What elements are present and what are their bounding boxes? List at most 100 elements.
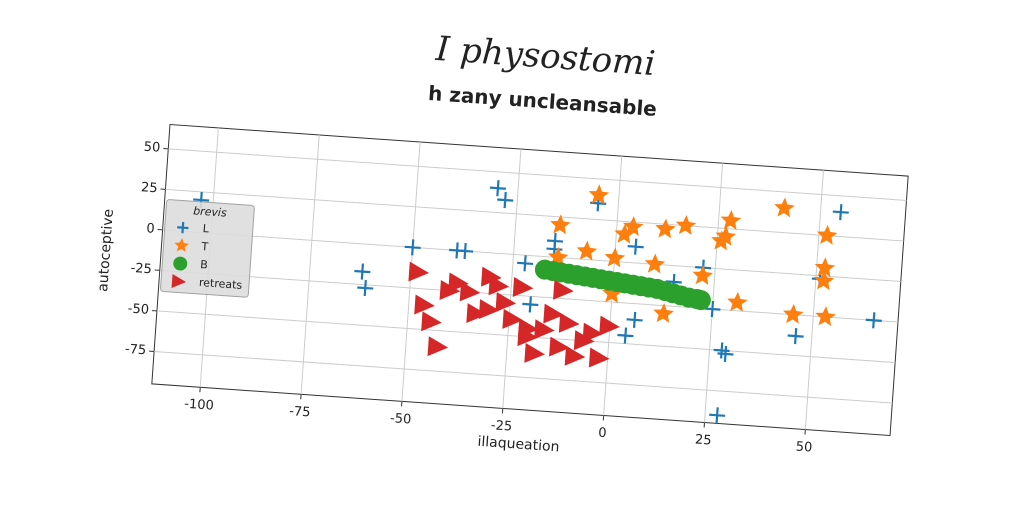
y-tick-label: -25 [130,261,152,277]
y-axis-label: autoceptive [95,208,117,292]
marker-star [814,257,836,278]
marker-star [816,224,838,245]
legend-title: brevis [193,204,228,219]
chart-subtitle: h zany uncleansable [427,81,657,121]
y-tick-label: 0 [146,221,155,237]
marker-plus [627,238,644,255]
marker-triangle [488,275,510,296]
legend-label: retreats [199,276,243,292]
marker-star [783,303,804,324]
marker-star [720,209,742,230]
marker-triangle [564,345,586,366]
marker-plus [517,255,534,272]
marker-plus [626,311,643,328]
marker-triangle [599,315,620,336]
marker-star [774,197,795,218]
x-tick-label: 50 [795,439,813,455]
marker-triangle [553,279,574,300]
marker-plus [404,239,421,256]
marker-triangle [558,312,580,333]
legend-label: L [202,222,210,235]
grid-line [804,170,824,430]
marker-plus [787,327,804,345]
marker-star [727,291,748,312]
legend-label: B [200,258,208,271]
marker-triangle [534,319,555,340]
marker-plus [832,204,849,221]
marker-triangle [439,280,461,300]
marker-plus [713,342,730,359]
y-tick-label: 50 [143,140,161,156]
marker-star [813,270,835,291]
marker-triangle [421,311,442,332]
y-tick-label: -50 [127,301,149,317]
marker-star [576,240,598,261]
y-tick-label: -75 [124,342,146,358]
legend-label: T [200,240,209,254]
x-tick-label: -50 [390,411,412,427]
marker-star [692,264,714,285]
x-tick-label: -75 [289,404,311,420]
marker-triangle [466,303,487,324]
marker-plus [489,180,506,197]
marker-triangle [459,281,481,302]
grid-line [502,149,522,409]
marker-plus [497,192,514,209]
x-tick-label: 25 [694,432,712,448]
marker-star [174,238,189,253]
marker-plus [704,300,721,318]
marker-plus [717,345,734,362]
marker-triangle [478,299,500,320]
x-tick-label: 0 [598,426,607,442]
marker-star [623,216,644,237]
marker-star [588,184,610,205]
marker-star [675,214,697,235]
marker-plus [709,407,726,424]
marker-circle [690,290,711,311]
marker-triangle [495,292,517,313]
marker-plus [457,242,474,260]
marker-triangle [588,347,610,368]
grid-line [154,350,893,404]
x-tick-label: -100 [184,397,214,414]
marker-plus [177,221,189,234]
marker-triangle [408,261,430,282]
marker-triangle [543,303,564,324]
marker-star [614,223,635,244]
marker-star [655,218,676,239]
marker-plus [522,296,539,313]
grid-line [165,188,904,242]
marker-triangle [171,274,187,289]
marker-triangle [427,336,449,357]
marker-triangle [582,322,604,343]
marker-star [653,303,674,323]
marker-star [711,230,732,251]
marker-star [604,247,626,268]
marker-triangle [502,308,524,329]
marker-triangle [512,277,534,297]
marker-circle [173,256,188,271]
marker-plus [617,327,634,344]
grid-line [168,148,907,201]
grid-line [300,134,320,395]
marker-star [644,253,666,274]
marker-star [815,306,836,327]
marker-triangle [414,294,435,315]
marker-plus [865,312,882,329]
marker-plus [357,279,374,297]
marker-triangle [517,326,539,347]
x-axis-label: illaqueation [477,434,560,456]
marker-star [550,214,571,235]
x-tick-label: -25 [490,418,512,434]
marker-triangle [524,342,545,363]
y-tick-label: 25 [140,180,158,196]
grid-line [162,229,901,282]
grid-line [703,163,724,423]
grid-line [159,269,899,323]
chart-body: I physostomi h zany uncleansable illaque… [95,29,909,456]
marker-star [602,283,623,304]
marker-plus [354,263,371,280]
